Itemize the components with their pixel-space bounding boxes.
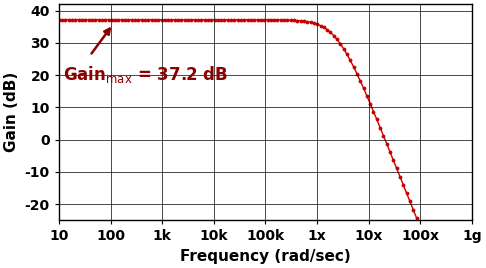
Y-axis label: Gain (dB): Gain (dB) [4,72,19,152]
Text: Gain$_{\mathrm{max}}$ = 37.2 dB: Gain$_{\mathrm{max}}$ = 37.2 dB [63,64,228,85]
X-axis label: Frequency (rad/sec): Frequency (rad/sec) [180,249,351,264]
